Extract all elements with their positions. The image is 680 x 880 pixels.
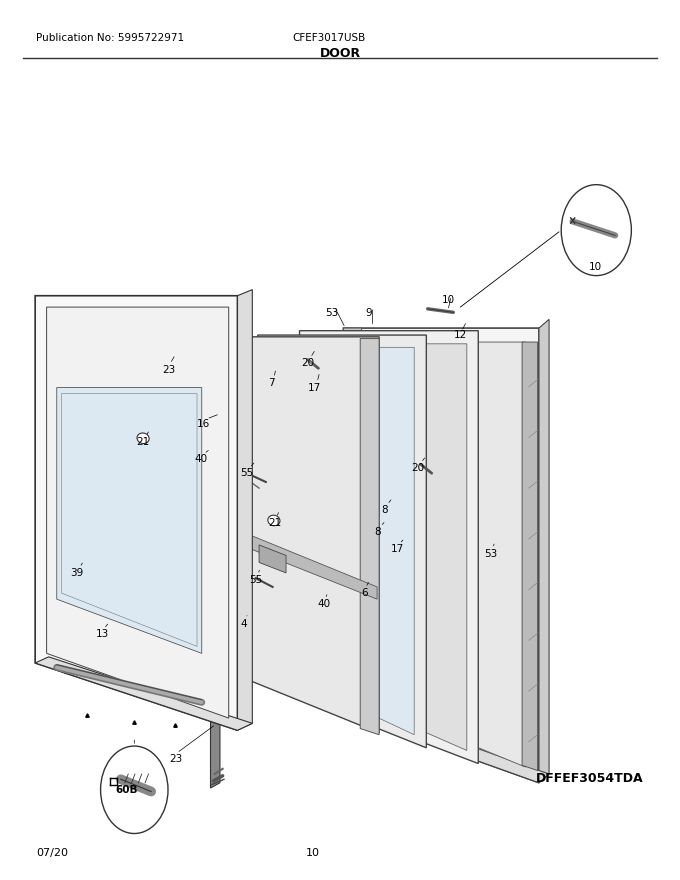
Polygon shape [217,337,379,733]
Text: 16: 16 [197,419,210,429]
Text: 21: 21 [137,436,150,447]
Text: 53: 53 [484,548,498,559]
Text: 13: 13 [96,629,109,639]
Polygon shape [171,300,181,436]
Text: DOOR: DOOR [320,47,360,60]
Circle shape [561,185,631,275]
Text: 17: 17 [391,545,404,554]
Polygon shape [56,387,202,653]
Text: 7: 7 [268,378,275,388]
Polygon shape [539,319,549,783]
Text: 12: 12 [454,330,466,340]
Polygon shape [218,522,377,599]
Text: 20: 20 [301,358,314,368]
Text: 40: 40 [318,599,330,609]
Text: DFFEF3054TDA: DFFEF3054TDA [536,773,643,786]
Polygon shape [237,290,252,730]
Text: 8: 8 [375,527,381,537]
Polygon shape [259,545,286,573]
Polygon shape [271,348,414,735]
Text: 60B: 60B [115,785,137,795]
Circle shape [101,746,168,833]
Polygon shape [35,296,237,730]
Polygon shape [313,344,466,751]
Polygon shape [343,704,549,783]
Ellipse shape [268,515,280,525]
Text: 53: 53 [325,308,339,319]
Text: 8: 8 [381,505,388,515]
Polygon shape [35,656,252,730]
Text: 20: 20 [411,463,425,473]
Text: 39: 39 [70,568,84,578]
Polygon shape [217,340,235,673]
Polygon shape [61,393,197,647]
Polygon shape [360,339,379,735]
Text: 21: 21 [269,518,282,528]
Text: 6: 6 [361,588,368,598]
Text: 23: 23 [162,365,175,375]
Polygon shape [343,328,362,718]
Text: Publication No: 5995722971: Publication No: 5995722971 [37,33,185,43]
Ellipse shape [137,433,149,444]
Polygon shape [359,342,526,767]
Text: 10: 10 [306,848,320,858]
Text: 10: 10 [588,262,602,272]
Polygon shape [299,331,478,764]
Text: 40: 40 [194,454,207,465]
Text: 55: 55 [249,575,262,585]
Text: 4: 4 [241,619,248,628]
Text: 55: 55 [240,468,254,478]
Text: 10: 10 [441,295,454,305]
Text: 17: 17 [308,383,321,392]
Polygon shape [211,676,220,788]
Polygon shape [522,342,538,771]
Polygon shape [47,307,228,718]
Text: 07/20: 07/20 [37,848,69,858]
Text: 23: 23 [169,754,182,764]
Text: 9: 9 [365,308,372,319]
Polygon shape [258,335,426,748]
Polygon shape [343,328,539,783]
Text: CFEF3017USB: CFEF3017USB [293,33,366,43]
